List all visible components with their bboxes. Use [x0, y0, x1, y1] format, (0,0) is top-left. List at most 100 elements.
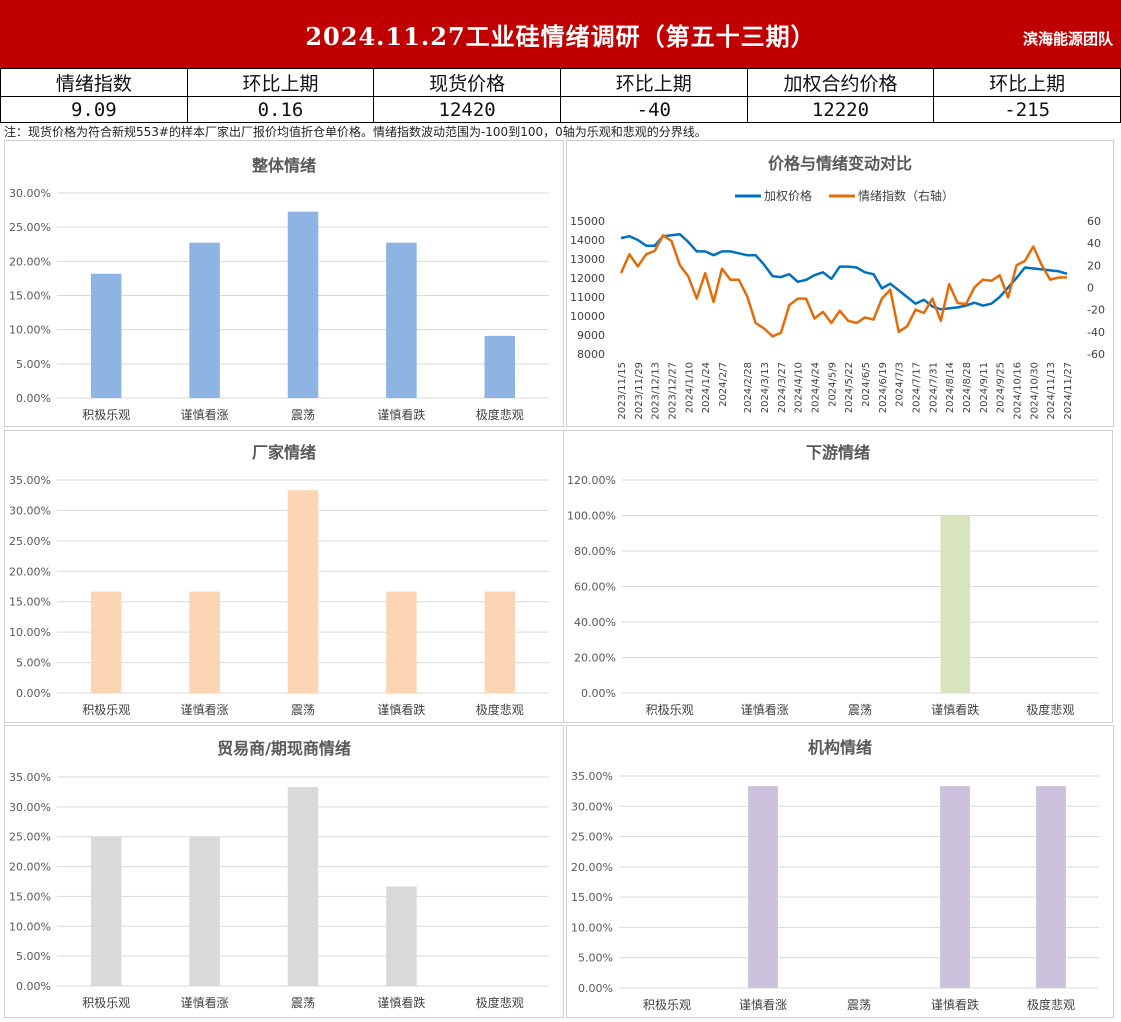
y-right-tick-label: 60	[1087, 215, 1101, 228]
bar	[386, 242, 417, 398]
y-tick-label: 25.00%	[571, 831, 613, 844]
y-right-tick-label: 20	[1087, 259, 1101, 272]
y-right-tick-label: -60	[1087, 348, 1105, 361]
overall-svg: 整体情绪 0.00% 5.00% 10.00% 15.00% 20.00% 25.00% 30…	[9, 156, 549, 422]
y-tick-label: 20.00%	[9, 255, 51, 268]
x-tick-label: 谨慎看涨	[739, 997, 787, 1012]
x-tick-label: 极度悲观	[1027, 997, 1075, 1012]
y-right-tick-label: -40	[1087, 326, 1105, 339]
x-tick-label: 2023/12/27	[667, 362, 678, 420]
x-tick-label: 谨慎看跌	[377, 995, 425, 1010]
y-left-tick-label: 14000	[570, 234, 605, 247]
x-tick-label: 谨慎看跌	[931, 702, 979, 717]
y-tick-label: 5.00%	[578, 952, 613, 965]
y-left-tick-label: 13000	[570, 253, 605, 266]
bar	[189, 242, 220, 398]
y-tick-label: 60.00%	[574, 581, 616, 594]
summary-value-cell: 12420	[373, 96, 561, 123]
x-tick-label: 2024/10/16	[1013, 362, 1024, 420]
traders-svg: 贸易商/期现商情绪 0.00% 5.00% 10.00% 15.00% 20.00% 25.…	[9, 739, 549, 1010]
bar	[386, 886, 417, 986]
x-tick-label: 积极乐观	[643, 998, 691, 1012]
institutions-svg: 机构情绪 0.00% 5.00% 10.00% 15.00% 20.00% 25.00% 30…	[571, 738, 1099, 1012]
downstream-svg: 下游情绪 0.00% 20.00% 40.00% 60.00% 80.00% 100.00%…	[567, 443, 1098, 717]
y-tick-label: 30.00%	[9, 801, 51, 814]
x-tick-label: 积极乐观	[82, 703, 130, 717]
y-tick-label: 5.00%	[16, 657, 51, 670]
x-tick-label: 2024/8/28	[962, 362, 973, 413]
y-tick-label: 15.00%	[9, 596, 51, 609]
x-tick-label: 2023/11/29	[634, 362, 645, 420]
legend-label: 情绪指数（右轴）	[858, 188, 954, 203]
chart-title: 价格与情绪变动对比	[768, 154, 912, 173]
y-tick-label: 80.00%	[574, 545, 616, 558]
x-tick-label: 2024/7/3	[895, 362, 906, 407]
x-tick-label: 谨慎看跌	[931, 997, 979, 1012]
x-tick-label: 2024/4/24	[811, 362, 822, 413]
legend-label: 加权价格	[764, 188, 812, 203]
downstream-sentiment-chart: 下游情绪 0.00% 20.00% 40.00% 60.00% 80.00% 100.00%…	[563, 430, 1113, 723]
x-tick-label: 积极乐观	[82, 996, 130, 1010]
bar	[287, 490, 319, 693]
x-tick-label: 2024/3/13	[760, 362, 771, 413]
x-tick-label: 谨慎看跌	[377, 407, 425, 422]
y-tick-label: 35.00%	[9, 474, 51, 487]
y-right-tick-label: 40	[1087, 237, 1101, 250]
x-tick-label: 2024/6/5	[861, 362, 872, 407]
summary-value-row: 9.09 0.16 12420 -40 12220 -215	[0, 96, 1121, 123]
y-tick-label: 0.00%	[16, 980, 51, 993]
chart-title: 下游情绪	[806, 443, 870, 462]
bar	[90, 591, 122, 693]
y-tick-label: 5.00%	[16, 950, 51, 963]
y-tick-label: 0.00%	[581, 687, 616, 700]
x-tick-label: 2024/6/19	[878, 362, 889, 413]
producers-svg: 厂家情绪 0.00% 5.00% 10.00% 15.00% 20.00% 25.00% 30…	[9, 443, 549, 717]
x-tick-label: 积极乐观	[646, 703, 694, 717]
x-tick-label: 2024/2/28	[743, 362, 754, 413]
y-tick-label: 120.00%	[567, 474, 616, 487]
x-tick-label: 谨慎看跌	[377, 702, 425, 717]
footnote: 注：现货价格为符合新规553#的样本厂家出厂报价均值折仓单价格。情绪指数波动范围…	[4, 125, 707, 139]
institution-sentiment-chart: 机构情绪 0.00% 5.00% 10.00% 15.00% 20.00% 25.00% 30…	[566, 725, 1114, 1018]
summary-header-cell: 环比上期	[559, 68, 748, 97]
y-left-tick-label: 8000	[577, 348, 605, 361]
y-tick-label: 100.00%	[567, 510, 616, 523]
trader-sentiment-chart: 贸易商/期现商情绪 0.00% 5.00% 10.00% 15.00% 20.00% 25.…	[4, 725, 564, 1018]
y-tick-label: 25.00%	[9, 831, 51, 844]
x-tick-label: 2024/2/7	[718, 362, 729, 407]
bar	[287, 211, 319, 398]
summary-header-cell: 环比上期	[186, 68, 375, 97]
x-tick-label: 2024/9/25	[996, 362, 1007, 413]
y-tick-label: 10.00%	[9, 626, 51, 639]
legend: 加权价格 情绪指数（右轴）	[735, 188, 954, 203]
x-tick-label: 极度悲观	[1026, 702, 1074, 717]
bar	[287, 786, 319, 986]
y-tick-label: 20.00%	[9, 565, 51, 578]
y-tick-label: 10.00%	[571, 921, 613, 934]
x-tick-label: 谨慎看涨	[181, 407, 229, 422]
x-tick-label: 2024/4/10	[794, 362, 805, 413]
x-tick-label: 积极乐观	[82, 408, 130, 422]
summary-value-cell: 0.16	[186, 96, 375, 123]
y-tick-label: 15.00%	[9, 290, 51, 303]
x-tick-label: 谨慎看涨	[181, 995, 229, 1010]
y-tick-label: 35.00%	[571, 770, 613, 783]
x-tick-label: 震荡	[848, 703, 872, 717]
x-tick-label: 2024/7/31	[928, 362, 939, 413]
y-tick-label: 0.00%	[16, 687, 51, 700]
y-left-tick-label: 9000	[577, 329, 605, 342]
bar	[1036, 786, 1066, 988]
price-sentiment-chart: 价格与情绪变动对比 加权价格 情绪指数（右轴） 8000 9000 10000 11000 1…	[566, 140, 1114, 427]
y-tick-label: 20.00%	[574, 652, 616, 665]
producer-sentiment-chart: 厂家情绪 0.00% 5.00% 10.00% 15.00% 20.00% 25.00% 30…	[4, 430, 564, 723]
y-tick-label: 30.00%	[571, 800, 613, 813]
chart-title: 贸易商/期现商情绪	[217, 739, 351, 758]
x-tick-label: 2024/7/17	[912, 362, 923, 413]
report-header: 2024.11.27工业硅情绪调研（第五十三期） 滨海能源团队	[0, 0, 1121, 68]
x-tick-label: 震荡	[291, 996, 315, 1010]
chart-title: 机构情绪	[808, 738, 872, 757]
y-left-tick-label: 11000	[570, 291, 605, 304]
y-left-tick-label: 12000	[570, 272, 605, 285]
bar	[189, 591, 220, 693]
